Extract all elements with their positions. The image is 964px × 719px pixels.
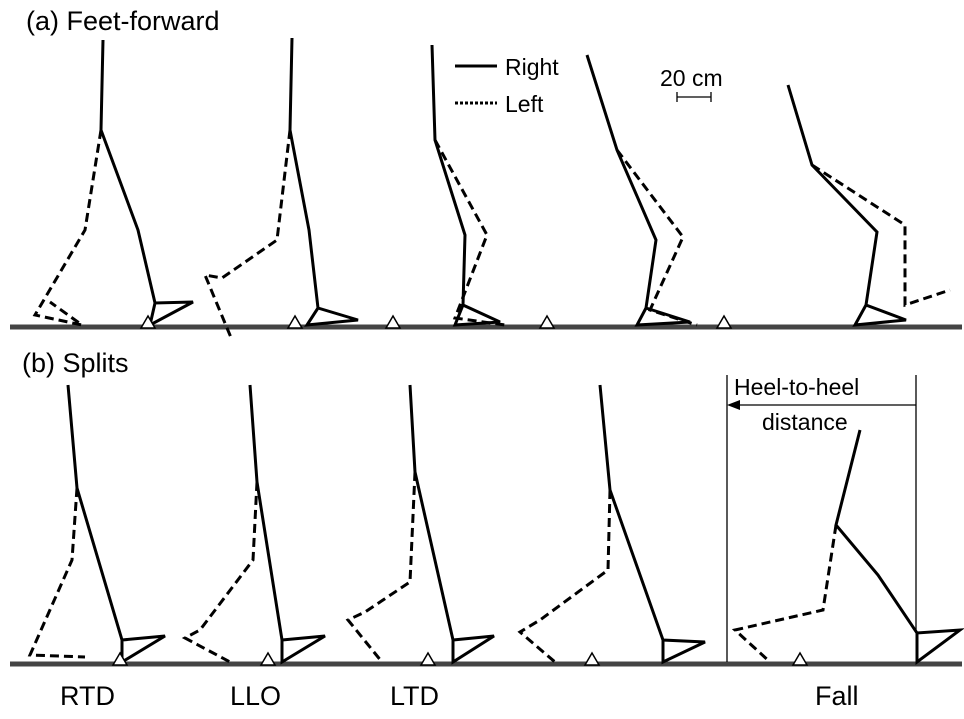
phase-label: RTD — [60, 681, 115, 711]
phase-label: LTD — [390, 681, 439, 711]
legend-label: Left — [505, 91, 544, 117]
panel-label: (a) Feet-forward — [26, 6, 220, 36]
scale-bar — [676, 92, 712, 102]
figures-a — [32, 37, 951, 341]
figures-b — [27, 384, 964, 666]
legend-label: Right — [505, 54, 559, 80]
panel-label: (b) Splits — [22, 348, 129, 378]
annotation: distance — [762, 409, 848, 435]
phase-label: LLO — [230, 681, 281, 711]
scale-label: 20 cm — [660, 65, 723, 91]
arrow-head — [727, 400, 740, 410]
annotation: Heel-to-heel — [734, 374, 859, 400]
phase-label: Fall — [815, 681, 859, 711]
